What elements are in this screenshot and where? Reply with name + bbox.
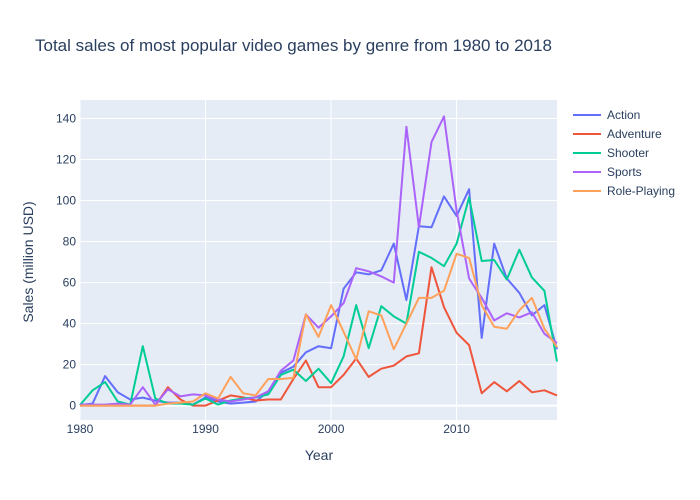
legend-item-role-playing[interactable]: Role-Playing (573, 184, 675, 198)
legend-label: Action (607, 108, 640, 122)
y-tick-label: 100 (56, 194, 76, 208)
series-line-role-playing[interactable] (80, 252, 558, 407)
x-axis-title: Year (305, 447, 334, 463)
legend-item-sports[interactable]: Sports (573, 165, 642, 179)
y-tick-label: 40 (63, 317, 77, 331)
y-tick-label: 60 (63, 276, 77, 290)
legend-item-shooter[interactable]: Shooter (573, 146, 649, 160)
x-tick-label: 1980 (67, 422, 94, 436)
chart-title: Total sales of most popular video games … (35, 36, 552, 55)
x-tick-label: 1990 (192, 422, 219, 436)
y-tick-label: 80 (63, 235, 77, 249)
x-axis-ticks: 1980 1990 2000 2010 (67, 422, 471, 436)
legend-label: Sports (607, 165, 642, 179)
plot-area (80, 100, 557, 420)
y-axis-title: Sales (million USD) (20, 201, 36, 322)
y-tick-label: 120 (56, 152, 76, 166)
x-tick-label: 2010 (443, 422, 470, 436)
legend-label: Role-Playing (607, 184, 675, 198)
legend-item-action[interactable]: Action (573, 108, 640, 122)
y-tick-label: 0 (69, 399, 76, 413)
series-lines (79, 115, 558, 407)
x-tick-label: 2000 (318, 422, 345, 436)
y-tick-label: 140 (56, 111, 76, 125)
y-tick-label: 20 (63, 358, 77, 372)
legend-label: Adventure (607, 127, 662, 141)
legend-item-adventure[interactable]: Adventure (573, 127, 662, 141)
legend-label: Shooter (607, 146, 649, 160)
legend[interactable]: Action Adventure Shooter Sports Role-Playing (573, 108, 675, 198)
y-axis-ticks: 0 20 40 60 80 100 120 140 (56, 111, 76, 412)
